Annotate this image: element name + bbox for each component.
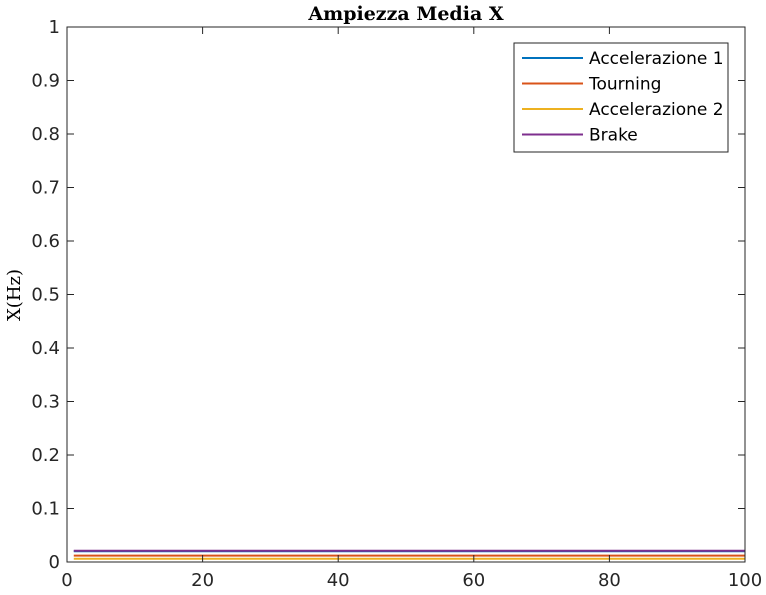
legend-label: Tourning — [588, 75, 661, 95]
x-tick-label: 0 — [61, 570, 72, 591]
x-tick-label: 60 — [462, 570, 485, 591]
x-tick-label: 80 — [598, 570, 621, 591]
y-tick-label: 0.5 — [31, 285, 60, 306]
legend-label: Brake — [589, 126, 638, 146]
y-tick-label: 0.8 — [31, 124, 60, 145]
legend-label: Accelerazione 1 — [589, 49, 724, 69]
y-tick-label: 0.6 — [31, 231, 60, 252]
y-tick-label: 0.2 — [31, 445, 60, 466]
axis-ticks: 0 20 40 60 80 100 0 0.1 0.2 0.3 0.4 0.5 0.6 0.7 0.8 0.9… — [31, 17, 762, 591]
x-tick-label: 20 — [191, 570, 214, 591]
plot-area — [73, 549, 745, 560]
y-tick-label: 0.4 — [31, 338, 60, 359]
y-tick-label: 0.9 — [31, 71, 60, 92]
chart-title: Ampiezza Media X — [307, 3, 503, 25]
x-tick-label: 40 — [327, 570, 350, 591]
legend-label: Accelerazione 2 — [589, 100, 724, 120]
y-tick-label: 0.3 — [31, 392, 60, 413]
y-tick-label: 1 — [49, 17, 60, 38]
y-tick-label: 0.1 — [31, 499, 60, 520]
y-tick-label: 0.7 — [31, 178, 60, 199]
legend: Accelerazione 1 Tourning Accelerazione 2 Br… — [513, 42, 729, 153]
y-tick-label: 0 — [49, 552, 60, 573]
y-axis-label: X(Hz) — [4, 269, 25, 321]
x-tick-label: 100 — [728, 570, 762, 591]
